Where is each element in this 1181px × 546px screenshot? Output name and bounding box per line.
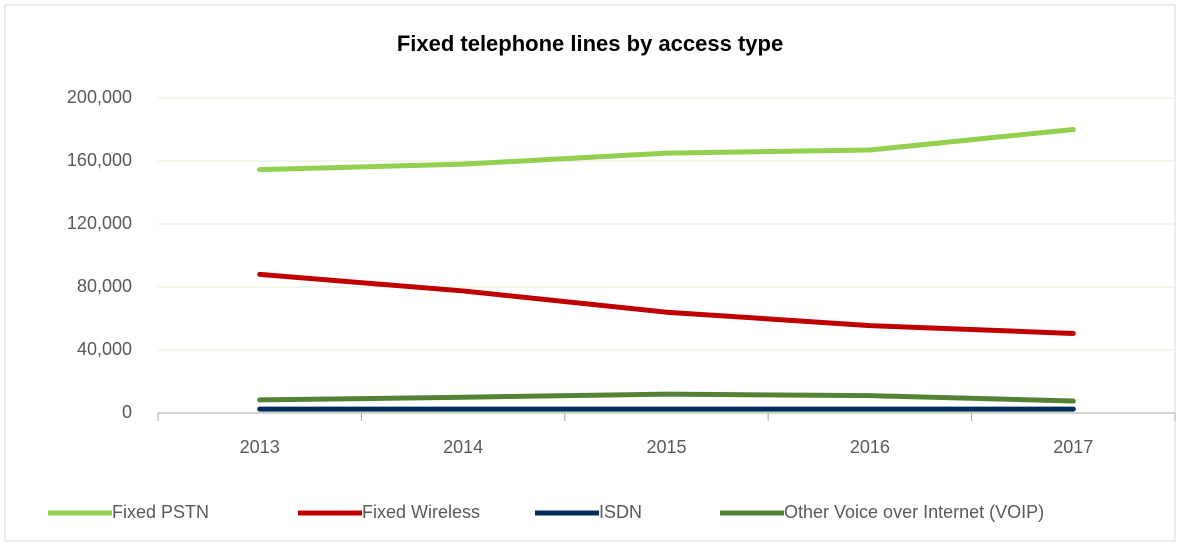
legend-label: Fixed PSTN (112, 502, 209, 522)
legend-label: ISDN (599, 502, 642, 522)
x-tick-label: 2014 (443, 437, 483, 457)
legend-label: Other Voice over Internet (VOIP) (784, 502, 1044, 522)
x-tick-label: 2016 (850, 437, 890, 457)
y-tick-label: 200,000 (67, 87, 132, 107)
series-line (257, 127, 1076, 173)
y-tick-label: 120,000 (67, 213, 132, 233)
y-tick-label: 0 (122, 402, 132, 422)
series-line (257, 391, 1076, 404)
x-tick-label: 2013 (240, 437, 280, 457)
chart-border (4, 4, 1176, 542)
y-tick-label: 40,000 (77, 339, 132, 359)
y-tick-label: 80,000 (77, 276, 132, 296)
series-line (257, 271, 1076, 336)
x-tick-label: 2017 (1053, 437, 1093, 457)
x-tick-label: 2015 (646, 437, 686, 457)
chart-title: Fixed telephone lines by access type (397, 31, 783, 56)
legend-label: Fixed Wireless (362, 502, 480, 522)
y-tick-label: 160,000 (67, 150, 132, 170)
